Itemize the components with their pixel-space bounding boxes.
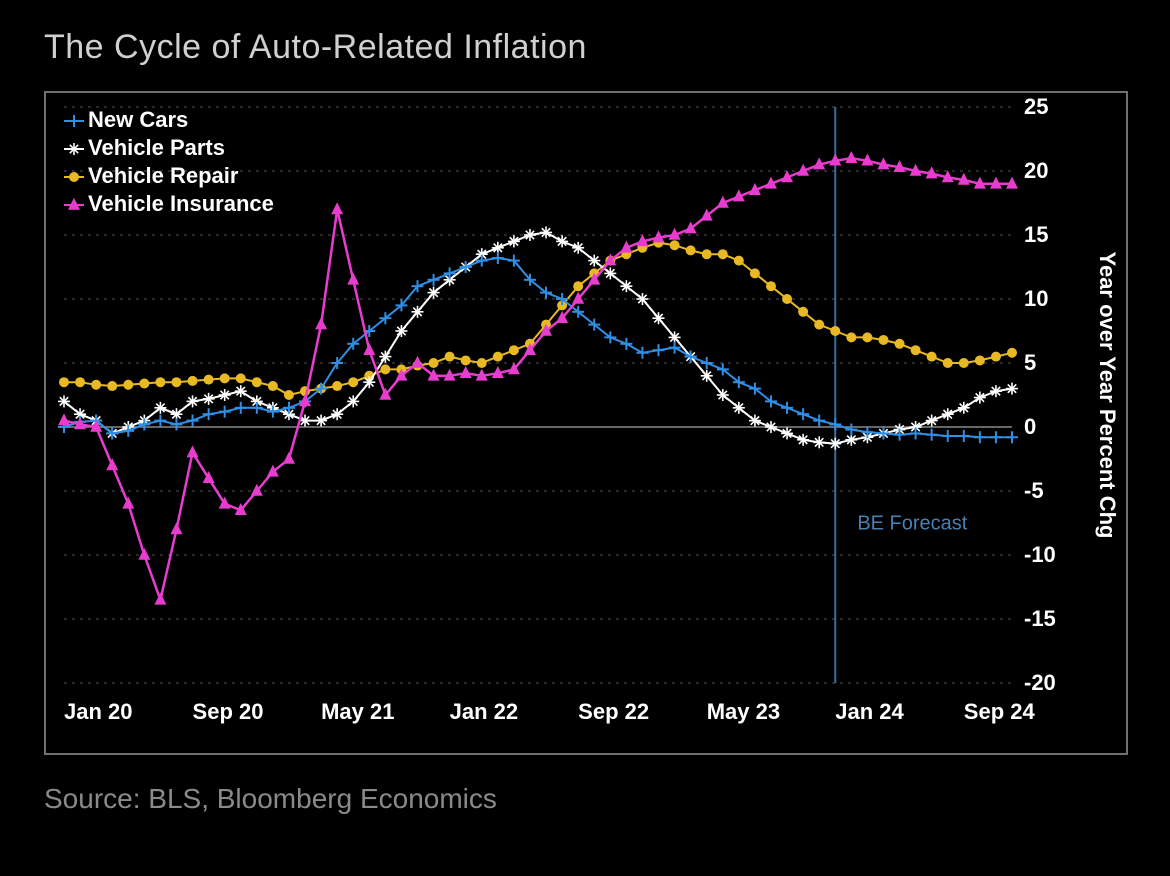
chart-page: The Cycle of Auto-Related Inflation -20-… xyxy=(0,0,1170,876)
svg-text:Jan 20: Jan 20 xyxy=(64,699,133,724)
svg-text:5: 5 xyxy=(1024,350,1036,375)
svg-text:Vehicle Parts: Vehicle Parts xyxy=(88,135,225,160)
svg-text:Sep 24: Sep 24 xyxy=(964,699,1036,724)
line-chart: -20 -15 -10 -5 0 5 10 15 20 25 Jan 20 Sep 20 May 21 J… xyxy=(46,93,1122,749)
svg-text:15: 15 xyxy=(1024,222,1048,247)
svg-text:New Cars: New Cars xyxy=(88,107,188,132)
svg-text:10: 10 xyxy=(1024,286,1048,311)
chart-title: The Cycle of Auto-Related Inflation xyxy=(44,28,1130,67)
svg-text:Sep 20: Sep 20 xyxy=(193,699,264,724)
svg-text:-15: -15 xyxy=(1024,606,1056,631)
svg-text:BE Forecast: BE Forecast xyxy=(857,512,967,534)
legend-item: Vehicle Repair xyxy=(64,163,239,188)
chart-source: Source: BLS, Bloomberg Economics xyxy=(44,783,1130,815)
legend-item: Vehicle Insurance xyxy=(64,191,274,216)
legend-item: New Cars xyxy=(64,107,188,132)
svg-text:-5: -5 xyxy=(1024,478,1044,503)
svg-text:Vehicle Repair: Vehicle Repair xyxy=(88,163,239,188)
series-new_cars xyxy=(58,252,1018,443)
series-vehicle_repair xyxy=(59,238,1017,400)
svg-text:-20: -20 xyxy=(1024,670,1056,695)
svg-text:Year over Year Percent Chg: Year over Year Percent Chg xyxy=(1095,252,1120,539)
svg-text:Vehicle Insurance: Vehicle Insurance xyxy=(88,191,274,216)
svg-text:20: 20 xyxy=(1024,158,1048,183)
svg-text:25: 25 xyxy=(1024,94,1048,119)
svg-text:0: 0 xyxy=(1024,414,1036,439)
legend-item: Vehicle Parts xyxy=(64,135,225,160)
svg-text:Jan 24: Jan 24 xyxy=(835,699,904,724)
chart-frame: -20 -15 -10 -5 0 5 10 15 20 25 Jan 20 Sep 20 May 21 J… xyxy=(44,91,1128,755)
svg-text:Jan 22: Jan 22 xyxy=(450,699,518,724)
svg-text:-10: -10 xyxy=(1024,542,1056,567)
svg-text:Sep 22: Sep 22 xyxy=(578,699,649,724)
svg-text:May 23: May 23 xyxy=(707,699,780,724)
series-vehicle_insurance xyxy=(58,151,1018,605)
svg-text:May 21: May 21 xyxy=(321,699,394,724)
